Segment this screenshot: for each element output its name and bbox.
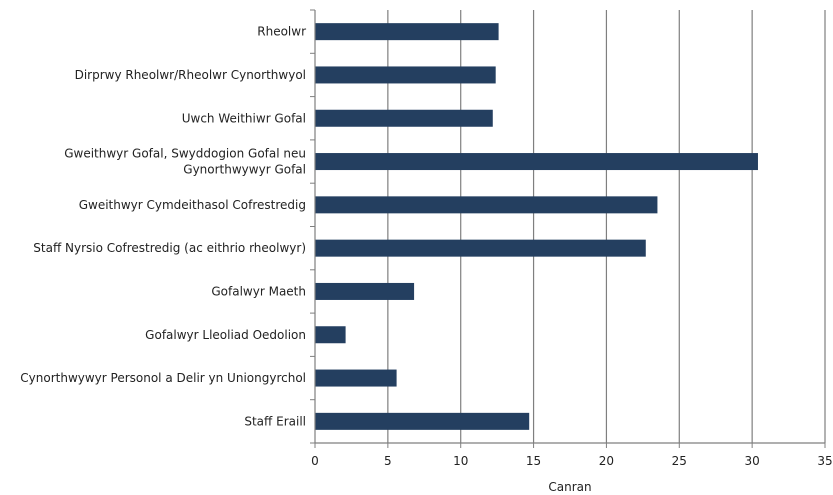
- category-label: Staff Eraill: [244, 414, 306, 428]
- x-tick-label: 5: [384, 454, 392, 468]
- x-axis-title: Canran: [548, 480, 591, 494]
- category-label: Cynorthwywyr Personol a Delir yn Uniongy…: [20, 371, 306, 385]
- bar: [315, 412, 530, 430]
- bar: [315, 66, 496, 84]
- x-tick-label: 35: [817, 454, 832, 468]
- bars: [315, 23, 758, 430]
- category-label: Gweithwyr Gofal, Swyddogion Gofal neu Gyn…: [64, 147, 306, 177]
- category-label: Gofalwyr Lleoliad Oedolion: [145, 328, 306, 342]
- category-label: Staff Nyrsio Cofrestredig (ac eithrio rh…: [33, 241, 306, 255]
- category-label: Gofalwyr Maeth: [211, 284, 306, 298]
- bar: [315, 282, 415, 300]
- bar: [315, 196, 658, 214]
- bar: [315, 109, 493, 127]
- x-tick-labels: 0 5 10 15 20 25 30 35: [311, 454, 832, 468]
- x-tick-label: 20: [599, 454, 614, 468]
- category-label: Rheolwr: [257, 25, 306, 39]
- axes: [310, 9, 826, 448]
- x-tick-label: 25: [672, 454, 687, 468]
- bar: [315, 369, 397, 387]
- bar: [315, 326, 346, 344]
- category-label: Dirprwy Rheolwr/Rheolwr Cynorthwyol: [75, 68, 306, 82]
- x-tick-label: 15: [526, 454, 541, 468]
- x-tick-label: 10: [453, 454, 468, 468]
- bar: [315, 239, 646, 257]
- bar: [315, 153, 758, 171]
- category-labels: Rheolwr Dirprwy Rheolwr/Rheolwr Cynorthwy…: [20, 25, 306, 429]
- category-label: Uwch Weithiwr Gofal: [182, 111, 306, 125]
- bar: [315, 23, 499, 41]
- x-tick-label: 30: [745, 454, 760, 468]
- x-tick-label: 0: [311, 454, 319, 468]
- category-label: Gweithwyr Cymdeithasol Cofrestredig: [79, 198, 306, 212]
